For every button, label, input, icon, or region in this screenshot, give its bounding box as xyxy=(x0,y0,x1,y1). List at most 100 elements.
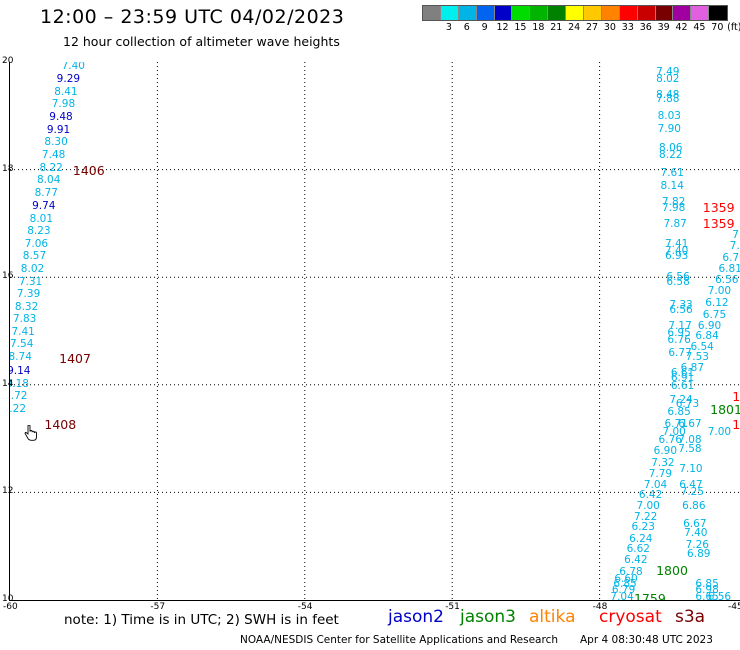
wave-height-value: 8.01 xyxy=(29,212,54,225)
wave-height-value: 6.47 xyxy=(679,478,703,491)
scale-swatch xyxy=(637,6,656,20)
wave-height-value: 6.71 xyxy=(664,417,688,430)
longitude-label: -60 xyxy=(3,602,18,612)
wave-height-value: 6.42 xyxy=(624,553,648,566)
pass-time-label: 1358 xyxy=(732,388,740,404)
scale-label: 30 xyxy=(603,22,616,33)
wave-height-value: 8.22 xyxy=(659,149,683,162)
wave-height-value: 7.98 xyxy=(661,201,686,214)
scale-label: 15 xyxy=(514,22,527,33)
wave-height-value: 6.61 xyxy=(670,367,695,380)
footnote-note: note: 1) Time is in UTC; 2) SWH is in fe… xyxy=(64,612,339,628)
wave-height-value: 7.48 xyxy=(41,149,66,162)
wave-height-value: 6.73 xyxy=(675,398,700,411)
credit-line: NOAA/NESDIS Center for Satellite Applica… xyxy=(240,634,558,646)
scale-swatch xyxy=(691,6,710,20)
scale-swatch xyxy=(584,6,602,20)
legend-item-s3a: s3a xyxy=(675,607,706,627)
pass-time-label: 1408 xyxy=(44,417,77,433)
wave-height-value: 6.56 xyxy=(669,304,693,317)
pass-time-label: 1801 xyxy=(710,402,740,417)
wave-height-value: 7.41 xyxy=(11,325,35,338)
wave-height-value: 7.00 xyxy=(636,500,660,513)
pass-time-label: 1358 xyxy=(732,417,740,433)
wave-height-value: 7.00 xyxy=(707,285,732,298)
latitude-label: 14 xyxy=(2,378,14,389)
wave-height-value: 8.30 xyxy=(44,136,68,149)
wave-height-value: 6.84 xyxy=(695,330,719,343)
wave-height-value: 6.61 xyxy=(670,380,695,393)
longitude-label: -51 xyxy=(445,602,460,612)
longitude-label: -48 xyxy=(592,602,608,612)
map-plot-area[interactable]: 7.40 9.29 8.41 7.98 9.48 9.91 8.30 7.48 8.22 8.04… xyxy=(9,62,740,601)
wave-height-value: 6.89 xyxy=(687,548,711,561)
scale-label: 12 xyxy=(496,22,509,33)
wave-height-value: 8.22 xyxy=(10,403,27,416)
wave-height-value: 7.40 xyxy=(61,62,85,73)
wave-height-value: 6.24 xyxy=(629,532,653,545)
wave-height-value: 6.70 xyxy=(722,251,740,264)
wave-height-value: 7.10 xyxy=(679,462,703,475)
pass-time-label: 1800 xyxy=(656,563,688,579)
wave-height-value: 8.48 xyxy=(656,88,680,101)
wave-height-value: 6.87 xyxy=(680,361,705,374)
wave-height-value: 6.85 xyxy=(613,577,637,590)
scale-swatch xyxy=(476,6,495,20)
legend-item-altika: altika xyxy=(529,607,576,627)
wave-height-value: 6.56 xyxy=(666,270,690,283)
wave-height-value: 6.81 xyxy=(718,263,740,276)
wave-height-value: 7.87 xyxy=(663,218,687,230)
wave-height-value: 7.40 xyxy=(684,526,708,539)
wave-height-value: 7.08 xyxy=(678,434,702,447)
wave-height-value: 7.53 xyxy=(685,350,709,363)
wave-height-value: 7.24 xyxy=(669,393,693,406)
wave-height-value: 7.33 xyxy=(669,299,693,312)
wave-height-value: 7.49 xyxy=(656,65,680,78)
latitude-label: 16 xyxy=(2,271,14,282)
wave-height-value: 8.57 xyxy=(22,250,47,263)
wave-height-value: 7.98 xyxy=(51,98,76,111)
wave-height-value: 6.77 xyxy=(668,346,692,359)
hand-cursor-icon xyxy=(24,425,37,441)
scale-swatch xyxy=(440,6,459,20)
wave-height-value: 7.54 xyxy=(10,337,34,350)
wave-height-value: 8.77 xyxy=(34,186,58,199)
scale-unit-label: (ft) xyxy=(727,22,740,33)
wave-height-value: 6.65 xyxy=(695,590,719,600)
wave-height-value: 7.00 xyxy=(662,426,686,439)
scale-label: 39 xyxy=(657,22,670,33)
scale-swatch xyxy=(673,6,692,20)
wave-height-value: 7.79 xyxy=(648,468,673,481)
scale-swatch xyxy=(619,6,638,20)
wave-height-value: 6.91 xyxy=(670,372,695,385)
pass-time-label: 1407 xyxy=(59,350,91,366)
pass-time-label: 1759 xyxy=(633,591,666,600)
wave-height-value: 8.41 xyxy=(54,85,78,98)
wave-height-value: 7.26 xyxy=(685,539,709,552)
wave-height-value: 6.54 xyxy=(690,341,714,354)
wave-height-value: 7.39 xyxy=(16,287,41,300)
latitude-label: 12 xyxy=(2,486,14,497)
wave-height-value: 8.02 xyxy=(656,72,680,85)
wave-height-value: 9.48 xyxy=(49,110,73,123)
scale-swatch xyxy=(423,6,441,20)
scale-label: 6 xyxy=(463,22,470,33)
wave-height-value: 8.02 xyxy=(20,262,45,275)
wave-height-value: 8.03 xyxy=(657,109,681,122)
wave-height-value: 8.14 xyxy=(660,180,684,193)
wave-height-value: 7.40 xyxy=(664,244,689,257)
legend-item-jason3: jason3 xyxy=(460,607,516,627)
wave-height-value: 7.04 xyxy=(610,590,634,600)
wave-height-value: 6.67 xyxy=(678,418,702,431)
pass-time-label: 1359 xyxy=(702,200,735,216)
wave-height-value: 8.04 xyxy=(37,173,61,186)
scale-label: 33 xyxy=(621,22,634,33)
scale-swatch xyxy=(566,6,585,20)
wave-height-value: 6.78 xyxy=(619,565,643,578)
wave-height-value: 7.17 xyxy=(668,320,692,333)
wave-height-value: 6.67 xyxy=(683,517,707,530)
page-title: 12:00 – 23:59 UTC 04/02/2023 xyxy=(40,6,345,28)
pass-time-label: 1359 xyxy=(702,216,735,232)
scale-swatch xyxy=(655,6,674,20)
wave-height-value: 6.58 xyxy=(666,275,690,288)
